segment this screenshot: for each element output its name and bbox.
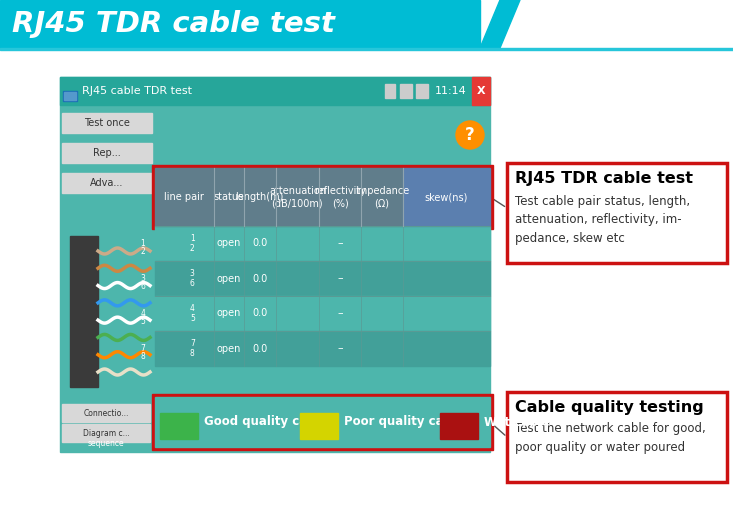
Text: 1
2: 1 2 bbox=[190, 234, 195, 253]
Text: Wet cable: Wet cable bbox=[484, 415, 550, 428]
Bar bbox=[60, 77, 490, 452]
Text: 1: 1 bbox=[141, 239, 145, 248]
Text: 8: 8 bbox=[141, 352, 145, 361]
Text: Connectio...: Connectio... bbox=[84, 408, 129, 417]
Text: 5: 5 bbox=[141, 317, 145, 326]
Text: RJ45 TDR cable test: RJ45 TDR cable test bbox=[515, 171, 693, 186]
Text: skew(ns): skew(ns) bbox=[424, 192, 468, 202]
Text: Test cable pair status, length,
attenuation, reflectivity, im-
pedance, skew etc: Test cable pair status, length, attenuat… bbox=[515, 195, 690, 245]
Text: open: open bbox=[216, 344, 241, 354]
Text: Test the network cable for good,
poor quality or water poured: Test the network cable for good, poor qu… bbox=[515, 422, 706, 454]
Bar bbox=[507, 392, 727, 482]
Text: 4: 4 bbox=[141, 309, 145, 318]
Text: line pair: line pair bbox=[164, 192, 205, 202]
Bar bbox=[507, 163, 727, 263]
Polygon shape bbox=[480, 0, 520, 48]
Bar bbox=[155, 331, 490, 366]
Text: open: open bbox=[216, 239, 241, 249]
Bar bbox=[319, 168, 361, 226]
Bar bbox=[403, 168, 490, 226]
Text: 0.0: 0.0 bbox=[252, 239, 268, 249]
Bar bbox=[361, 168, 403, 226]
Text: Good quality cable: Good quality cable bbox=[204, 415, 328, 428]
Bar bbox=[213, 168, 244, 226]
Circle shape bbox=[456, 121, 484, 149]
Bar bbox=[62, 173, 152, 193]
Bar bbox=[152, 394, 493, 450]
Text: –: – bbox=[337, 274, 343, 284]
Bar bbox=[155, 226, 490, 261]
Text: attenuation
(dB/100m): attenuation (dB/100m) bbox=[269, 186, 326, 208]
Text: reflectivity
(%): reflectivity (%) bbox=[314, 186, 366, 208]
Text: status: status bbox=[213, 192, 244, 202]
Bar bbox=[152, 165, 493, 229]
Bar bbox=[62, 113, 152, 133]
Bar bbox=[0, 48, 733, 50]
Text: –: – bbox=[337, 308, 343, 318]
Bar bbox=[300, 413, 338, 439]
Text: ?: ? bbox=[465, 126, 475, 144]
Bar bbox=[155, 397, 490, 447]
Text: Poor quality cable: Poor quality cable bbox=[344, 415, 464, 428]
Text: RJ45 TDR cable test: RJ45 TDR cable test bbox=[12, 10, 335, 38]
Bar bbox=[70, 236, 98, 387]
Bar bbox=[276, 168, 319, 226]
Text: impedance
(Ω): impedance (Ω) bbox=[355, 186, 409, 208]
Bar bbox=[440, 413, 478, 439]
Text: 0.0: 0.0 bbox=[252, 274, 268, 284]
Bar bbox=[400, 84, 412, 98]
Bar bbox=[155, 261, 490, 296]
Bar bbox=[244, 168, 276, 226]
Text: 0.0: 0.0 bbox=[252, 344, 268, 354]
Text: –: – bbox=[337, 239, 343, 249]
Bar bbox=[155, 168, 213, 226]
Text: 4
5: 4 5 bbox=[190, 304, 195, 323]
Text: 3: 3 bbox=[141, 274, 145, 283]
Bar bbox=[0, 0, 480, 48]
Text: 2: 2 bbox=[141, 247, 145, 256]
Text: X: X bbox=[476, 86, 485, 96]
Text: sequence: sequence bbox=[88, 439, 125, 448]
Text: length(m): length(m) bbox=[235, 192, 284, 202]
Bar bbox=[62, 143, 152, 163]
Bar bbox=[416, 84, 428, 98]
Text: –: – bbox=[337, 344, 343, 354]
Bar bbox=[62, 424, 150, 442]
Text: open: open bbox=[216, 274, 241, 284]
Text: Adva...: Adva... bbox=[90, 178, 124, 188]
Bar bbox=[385, 84, 395, 98]
Text: 7
8: 7 8 bbox=[190, 339, 195, 358]
Text: 6: 6 bbox=[141, 282, 145, 291]
Text: Cable quality testing: Cable quality testing bbox=[515, 400, 704, 415]
Bar bbox=[62, 404, 150, 422]
Bar bbox=[155, 296, 490, 331]
Text: Rep...: Rep... bbox=[93, 148, 121, 158]
Text: 7: 7 bbox=[141, 344, 145, 353]
Bar bbox=[63, 91, 77, 101]
Text: 0.0: 0.0 bbox=[252, 308, 268, 318]
Bar bbox=[472, 77, 490, 105]
Bar bbox=[64, 92, 76, 100]
Text: open: open bbox=[216, 308, 241, 318]
Text: RJ45 cable TDR test: RJ45 cable TDR test bbox=[82, 86, 192, 96]
Bar bbox=[60, 77, 490, 105]
Bar bbox=[160, 413, 198, 439]
Text: 3
6: 3 6 bbox=[190, 269, 195, 288]
Text: Diagram c...: Diagram c... bbox=[83, 428, 130, 437]
Text: Test once: Test once bbox=[84, 118, 130, 128]
Text: 11:14: 11:14 bbox=[435, 86, 467, 96]
